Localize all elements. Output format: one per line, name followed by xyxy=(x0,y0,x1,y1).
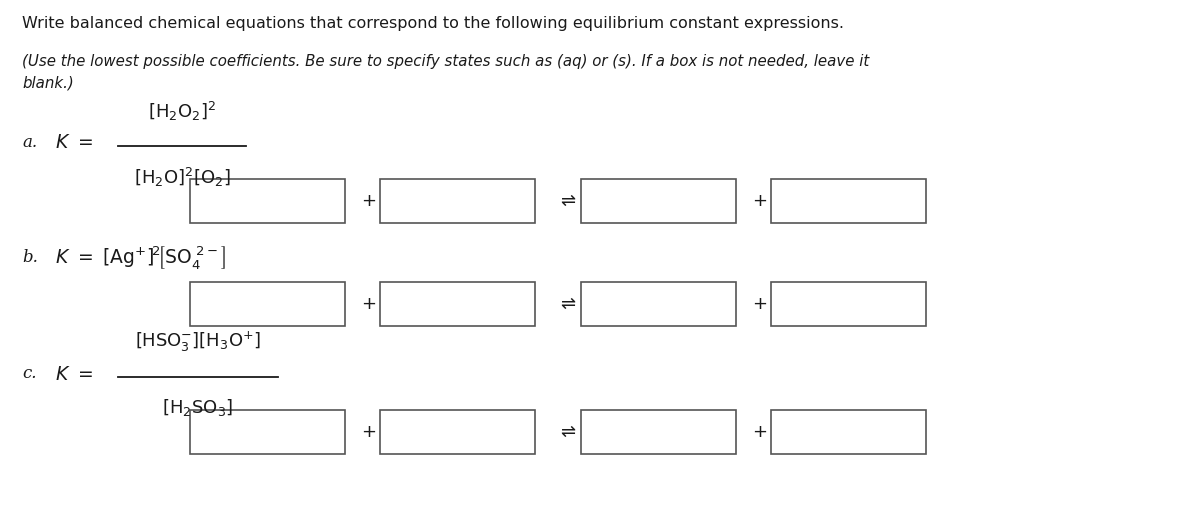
Bar xyxy=(190,282,346,326)
Text: Write balanced chemical equations that correspond to the following equilibrium c: Write balanced chemical equations that c… xyxy=(22,16,844,31)
Text: $\mathit{K}\ =\ \left[\mathrm{Ag^{+}}\right]^{\!2}\!\left[\mathrm{SO_4^{\ 2-}}\r: $\mathit{K}\ =\ \left[\mathrm{Ag^{+}}\ri… xyxy=(55,245,226,271)
Text: $\mathrm{[H_2O]^2[O_2]}$: $\mathrm{[H_2O]^2[O_2]}$ xyxy=(133,166,230,188)
Text: $\rightleftharpoons$: $\rightleftharpoons$ xyxy=(557,192,577,210)
Bar xyxy=(772,410,926,454)
Text: $\rightleftharpoons$: $\rightleftharpoons$ xyxy=(557,295,577,313)
Text: $\rightleftharpoons$: $\rightleftharpoons$ xyxy=(557,423,577,441)
Text: $\mathrm{[H_2SO_3]}$: $\mathrm{[H_2SO_3]}$ xyxy=(162,398,234,419)
Text: +: + xyxy=(752,192,768,210)
Bar xyxy=(190,179,346,223)
Text: $\mathrm{[HSO_3^{-}][H_3O^{+}]}$: $\mathrm{[HSO_3^{-}][H_3O^{+}]}$ xyxy=(134,330,262,354)
Bar xyxy=(581,179,736,223)
Bar xyxy=(772,179,926,223)
Bar xyxy=(190,410,346,454)
Bar xyxy=(581,410,736,454)
Text: +: + xyxy=(361,423,377,441)
Text: c.: c. xyxy=(22,366,36,382)
Bar xyxy=(380,282,535,326)
Text: +: + xyxy=(361,192,377,210)
Bar xyxy=(380,410,535,454)
Text: +: + xyxy=(752,295,768,313)
Text: $\mathit{K}\ =$: $\mathit{K}\ =$ xyxy=(55,365,92,383)
Text: +: + xyxy=(361,295,377,313)
Text: +: + xyxy=(752,423,768,441)
Bar xyxy=(772,282,926,326)
Bar xyxy=(581,282,736,326)
Text: $\mathit{K}\ =$: $\mathit{K}\ =$ xyxy=(55,134,92,153)
Text: (Use the lowest possible coefficients. Be sure to specify states such as (aq) or: (Use the lowest possible coefficients. B… xyxy=(22,54,869,90)
Text: $\mathrm{[H_2O_2]^2}$: $\mathrm{[H_2O_2]^2}$ xyxy=(148,99,216,123)
Text: b.: b. xyxy=(22,249,38,267)
Text: a.: a. xyxy=(22,135,37,151)
Bar xyxy=(380,179,535,223)
